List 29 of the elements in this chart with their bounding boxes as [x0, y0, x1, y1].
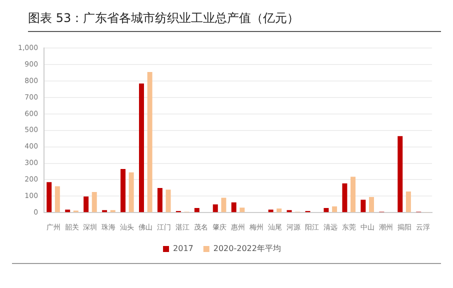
bar: [46, 182, 52, 212]
legend-label: 2017: [173, 244, 194, 254]
bar: [147, 72, 152, 212]
bar: [139, 84, 144, 212]
bar: [194, 208, 200, 212]
bar: [276, 208, 282, 212]
bar: [221, 198, 226, 212]
bar: [342, 183, 348, 212]
bar: [360, 200, 366, 212]
bar: [65, 210, 70, 212]
legend-label: 2020-2022年平均: [213, 244, 281, 254]
bar: [350, 176, 356, 212]
chart-title: 图表 53：广东省各城市纺织业工业总产值（亿元）: [28, 10, 441, 32]
bar: [128, 172, 134, 212]
bar: [120, 169, 126, 212]
bar: [212, 204, 218, 212]
bar: [369, 196, 374, 212]
bar: [240, 208, 245, 212]
bar: [54, 186, 60, 212]
bar: [166, 190, 171, 212]
bar: [157, 188, 162, 212]
bar: [324, 208, 329, 212]
bar: [268, 210, 274, 212]
bar: [231, 202, 236, 212]
bar: [332, 206, 338, 212]
bar: [84, 196, 89, 212]
bar: [398, 136, 403, 212]
bar: [92, 192, 97, 212]
bar: [406, 192, 411, 212]
